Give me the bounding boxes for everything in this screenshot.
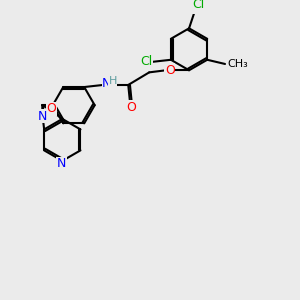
Text: O: O bbox=[46, 102, 56, 116]
Text: N: N bbox=[102, 77, 112, 91]
Text: O: O bbox=[165, 64, 175, 77]
Text: Cl: Cl bbox=[192, 0, 204, 11]
Text: CH₃: CH₃ bbox=[227, 59, 248, 69]
Text: H: H bbox=[108, 76, 117, 86]
Text: Cl: Cl bbox=[140, 56, 152, 68]
Text: O: O bbox=[126, 101, 136, 114]
Text: N: N bbox=[57, 157, 66, 170]
Text: N: N bbox=[38, 110, 47, 123]
